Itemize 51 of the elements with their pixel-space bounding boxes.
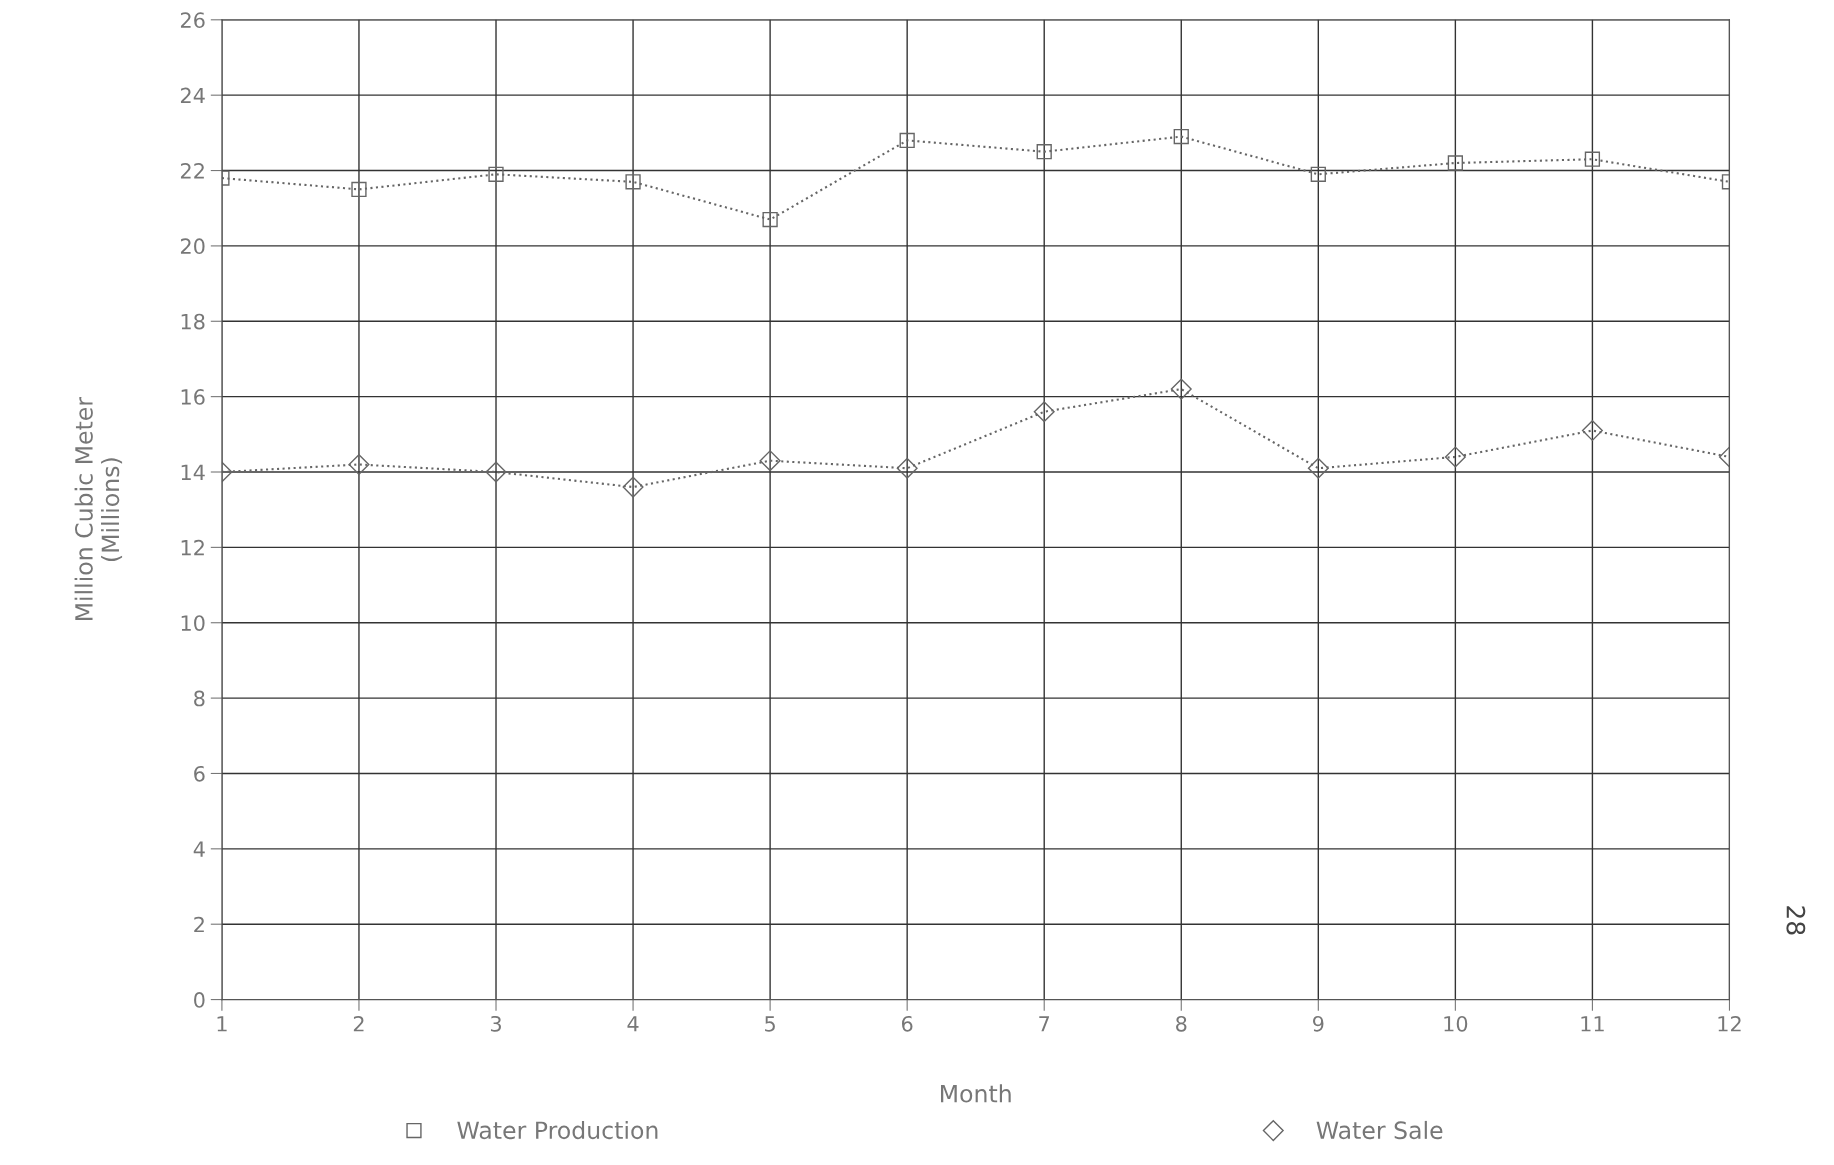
- point: [1310, 166, 1326, 182]
- point: [1584, 151, 1601, 167]
- y-tick-label: 16: [181, 389, 205, 405]
- point: [622, 476, 644, 498]
- point: [1307, 457, 1329, 479]
- x-tick-label: 8: [1176, 1015, 1187, 1032]
- point: [488, 166, 504, 182]
- point: [625, 174, 641, 190]
- x-tick-label: 5: [765, 1016, 775, 1032]
- x-tick-label: 7: [1039, 1016, 1050, 1032]
- y-tick-label: 18: [181, 313, 205, 330]
- point: [762, 211, 778, 228]
- x-tick-label: 10: [1444, 1015, 1468, 1032]
- y-tick-label: 4: [193, 841, 205, 857]
- point: [1447, 155, 1464, 171]
- y-tick-label: 26: [180, 12, 205, 29]
- x-tick-label: 2: [353, 1015, 364, 1032]
- x-tick-label: 1: [217, 1016, 227, 1032]
- point: [899, 132, 915, 149]
- point: [1033, 401, 1055, 423]
- y-tick-label: 22: [180, 162, 204, 179]
- x-tick-label: 4: [627, 1016, 639, 1032]
- y-tick-label: 24: [180, 87, 205, 104]
- y-tick-label: 2: [194, 916, 204, 933]
- point: [896, 457, 918, 479]
- x-axis-title: Month: [941, 1084, 1011, 1103]
- x-tick-label: 6: [901, 1015, 913, 1032]
- point: [1444, 446, 1466, 468]
- y-tick-label: 0: [194, 992, 205, 1008]
- point: [759, 450, 781, 472]
- point: [1036, 144, 1052, 160]
- x-tick-label: 12: [1718, 1015, 1741, 1032]
- point: [1173, 128, 1189, 145]
- y-tick-label: 8: [194, 690, 205, 707]
- text: 28: [1786, 906, 1806, 935]
- y-axis-title: Million Cubic Meter (Millions): [74, 396, 123, 621]
- point: [1581, 420, 1603, 442]
- point: [485, 461, 507, 483]
- y-tick-label: 12: [181, 539, 204, 556]
- y-tick-label: 20: [180, 238, 205, 255]
- point: [351, 181, 367, 198]
- legend-label: Water Production: [457, 1120, 658, 1140]
- point: [1170, 378, 1192, 400]
- y-tick-label: 14: [181, 464, 205, 480]
- point: [348, 453, 370, 475]
- x-tick-label: 3: [490, 1015, 501, 1032]
- y-tick-label: 6: [194, 765, 205, 782]
- x-tick-label: 9: [1313, 1015, 1324, 1032]
- legend-label: Water Sale: [1316, 1120, 1443, 1140]
- x-tick-label: 11: [1581, 1016, 1604, 1032]
- y-tick-label: 10: [181, 615, 205, 631]
